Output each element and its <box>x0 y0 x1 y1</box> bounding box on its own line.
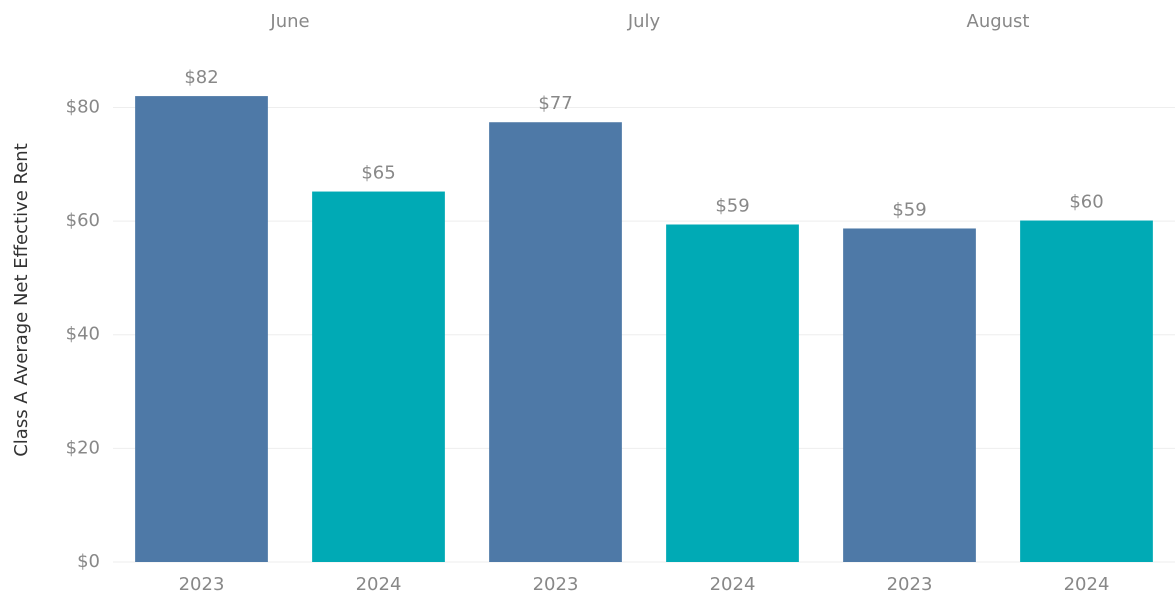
x-tick-label: 2023 <box>179 574 225 595</box>
value-label: $77 <box>538 93 572 114</box>
value-label: $59 <box>715 196 749 217</box>
group-label: June <box>269 11 309 32</box>
group-label: August <box>967 11 1030 32</box>
bar <box>489 122 622 563</box>
y-tick-label: $0 <box>77 551 100 572</box>
x-tick-label: 2024 <box>710 574 756 595</box>
group-label: July <box>627 11 661 32</box>
x-tick-label: 2024 <box>356 574 402 595</box>
value-label: $82 <box>184 67 218 88</box>
y-tick-label: $40 <box>66 324 100 345</box>
x-tick-label: 2023 <box>533 574 579 595</box>
bar <box>135 96 268 562</box>
x-tick-label: 2024 <box>1064 574 1110 595</box>
y-tick-label: $60 <box>66 210 100 231</box>
x-tick-label: 2023 <box>887 574 933 595</box>
value-label: $60 <box>1069 192 1103 213</box>
y-axis-title: Class A Average Net Effective Rent <box>11 143 32 457</box>
y-tick-label: $20 <box>66 437 100 458</box>
bar <box>843 228 976 562</box>
bar <box>1020 220 1153 563</box>
bar <box>312 191 445 562</box>
value-label: $65 <box>361 163 395 184</box>
value-label: $59 <box>892 199 926 220</box>
bar <box>666 224 799 562</box>
y-tick-label: $80 <box>66 96 100 117</box>
